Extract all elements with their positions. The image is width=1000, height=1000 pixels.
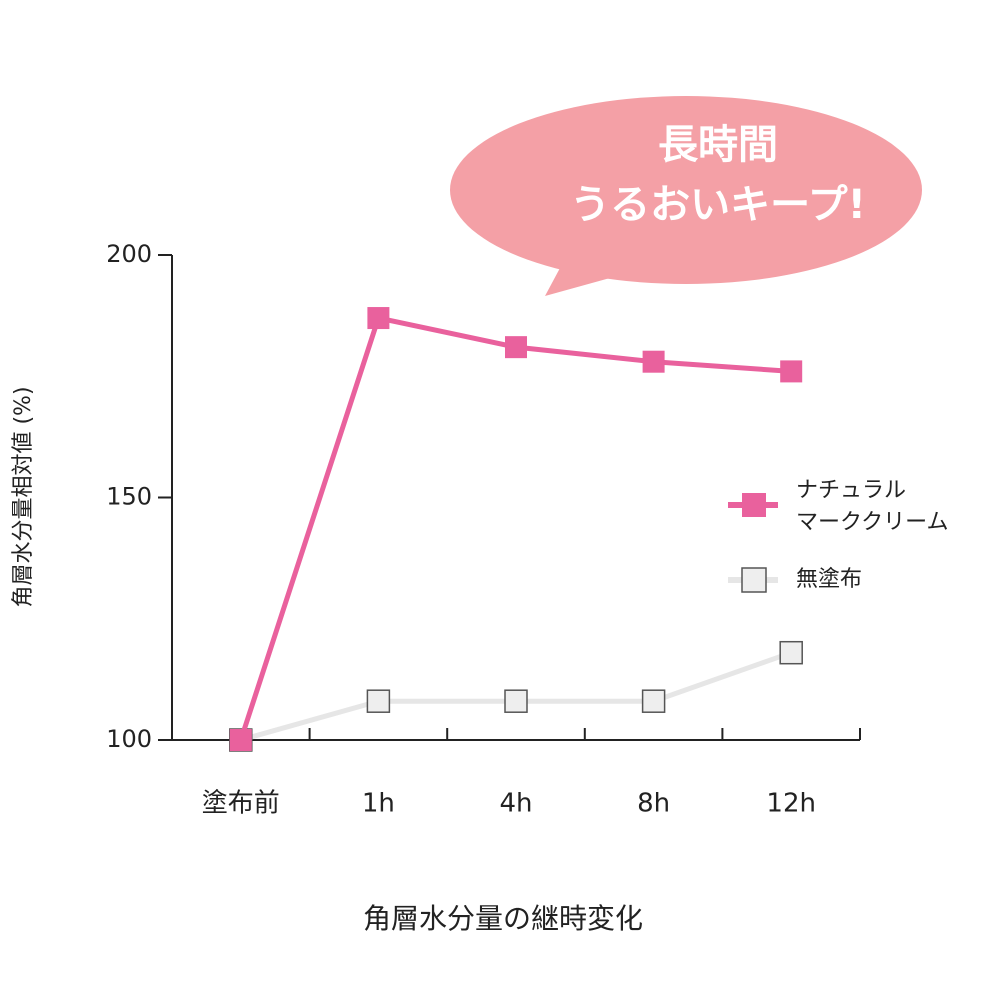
x-tick-label: 塗布前 bbox=[202, 789, 280, 819]
marker bbox=[641, 689, 666, 713]
legend-label: ナチュラル マーククリーム bbox=[796, 478, 949, 535]
marker bbox=[366, 689, 391, 713]
x-tick-label: 8h bbox=[637, 789, 670, 819]
y-tick-label: 100 bbox=[106, 725, 152, 753]
series-line bbox=[238, 315, 792, 741]
y-tick-label: 150 bbox=[106, 483, 152, 511]
marker bbox=[504, 689, 528, 713]
x-axis-label: 角層水分量の継時変化 bbox=[363, 902, 643, 935]
y-tick-label: 200 bbox=[106, 240, 152, 268]
legend-marker bbox=[742, 493, 766, 517]
x-tick-label: 12h bbox=[766, 789, 816, 819]
speech-bubble bbox=[450, 96, 922, 296]
x-tick-label: 1h bbox=[362, 789, 395, 819]
legend-label: 無塗布 bbox=[796, 567, 863, 592]
marker bbox=[780, 360, 803, 383]
marker bbox=[229, 729, 252, 751]
annotation: うるおいキープ! bbox=[570, 182, 866, 228]
marker bbox=[505, 336, 527, 359]
y-axis-label: 角層水分量相対値 (%) bbox=[11, 386, 36, 607]
legend-marker bbox=[741, 567, 767, 593]
annotation: 長時間 bbox=[658, 122, 778, 168]
x-tick-label: 4h bbox=[499, 789, 532, 819]
marker bbox=[367, 307, 390, 330]
marker bbox=[779, 640, 803, 665]
marker bbox=[642, 350, 665, 373]
